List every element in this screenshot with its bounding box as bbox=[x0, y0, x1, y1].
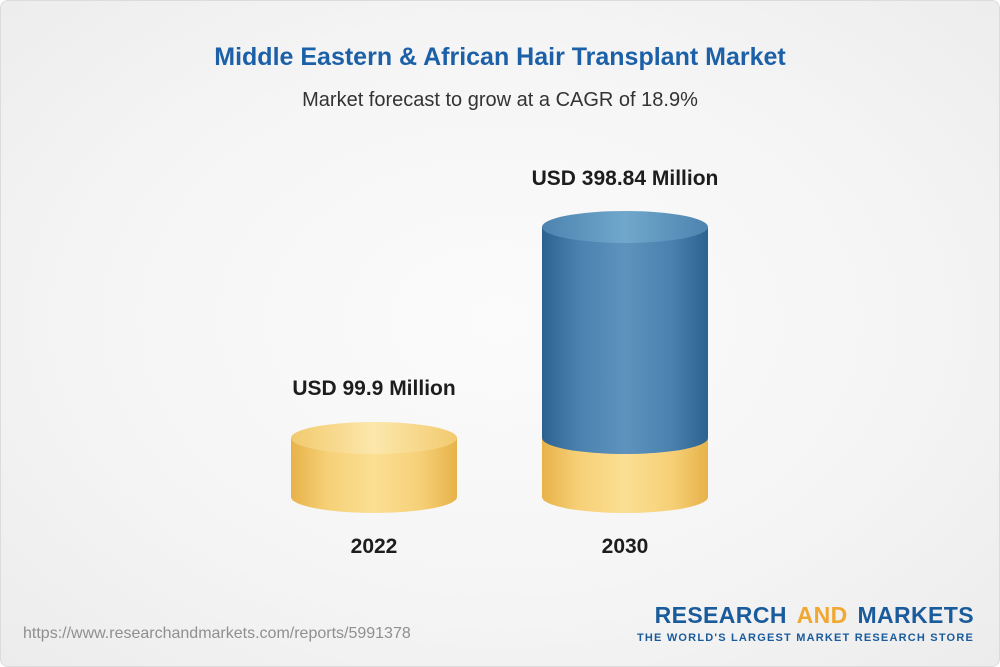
company-logo: RESEARCH AND MARKETS THE WORLD'S LARGEST… bbox=[637, 602, 974, 644]
chart-title: Middle Eastern & African Hair Transplant… bbox=[214, 43, 786, 71]
logo-wordmark: RESEARCH AND MARKETS bbox=[637, 602, 974, 629]
logo-word-markets: MARKETS bbox=[857, 602, 974, 628]
axis-label-2030: 2030 bbox=[601, 535, 649, 558]
chart-subtitle: Market forecast to grow at a CAGR of 18.… bbox=[302, 89, 698, 111]
bar-2030 bbox=[542, 211, 708, 513]
axis-label-2022: 2022 bbox=[350, 535, 398, 558]
bar-2030-growth bbox=[542, 227, 708, 454]
bar-2030-base-band bbox=[542, 438, 708, 513]
bar-2022 bbox=[291, 422, 457, 513]
value-label-2030: USD 398.84 Million bbox=[531, 167, 719, 190]
logo-word-research: RESEARCH bbox=[654, 602, 787, 628]
value-label-2022: USD 99.9 Million bbox=[292, 377, 456, 400]
logo-word-and: AND bbox=[796, 602, 848, 628]
logo-tagline: THE WORLD'S LARGEST MARKET RESEARCH STOR… bbox=[636, 632, 974, 644]
report-url[interactable]: https://www.researchandmarkets.com/repor… bbox=[23, 625, 411, 642]
